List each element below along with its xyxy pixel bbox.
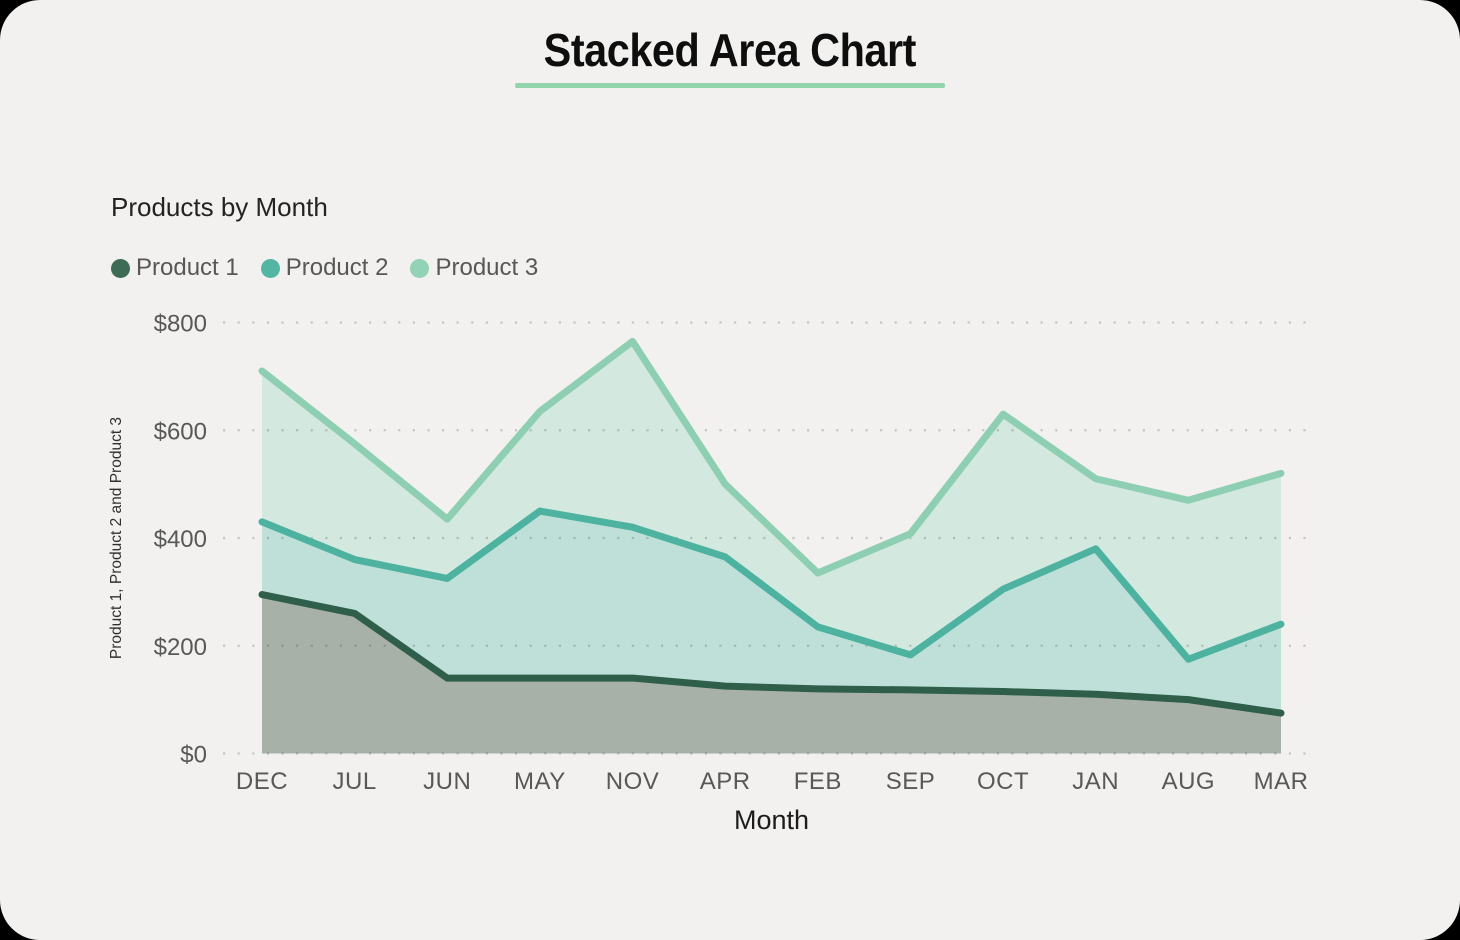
legend-dot-icon xyxy=(260,258,280,278)
y-tick-label: $800 xyxy=(154,311,207,338)
area-band-product-2 xyxy=(262,511,1281,714)
x-tick-label: JUL xyxy=(333,768,377,795)
legend-dot-icon xyxy=(410,258,430,278)
page-header: Stacked Area Chart xyxy=(0,22,1460,88)
legend-item-3: Product 3 xyxy=(410,254,538,282)
y-tick-label: $600 xyxy=(154,418,207,445)
y-tick-label: $0 xyxy=(180,742,207,769)
y-tick-label: $400 xyxy=(154,526,207,553)
x-tick-label: FEB xyxy=(794,768,842,795)
x-tick-label: AUG xyxy=(1162,768,1216,795)
x-tick-label: SEP xyxy=(886,768,936,795)
x-tick-label: JUN xyxy=(423,768,471,795)
series-line-product-3 xyxy=(258,337,1285,577)
x-tick-label: DEC xyxy=(236,768,288,795)
x-tick-label: OCT xyxy=(977,768,1029,795)
series-line-product-1 xyxy=(258,591,1285,717)
series-line-product-2 xyxy=(258,507,1285,663)
x-axis-title: Month xyxy=(734,805,809,835)
legend-label: Product 1 xyxy=(136,254,239,281)
x-tick-label: APR xyxy=(700,768,751,795)
area-band-product-1 xyxy=(262,594,1281,754)
y-axis-title: Product 1, Product 2 and Product 3 xyxy=(108,417,125,659)
legend-item-2: Product 2 xyxy=(260,254,389,282)
stacked-area-chart: $0 $200 $400 $600 $800 DEC JUL JUN MAY NOV APR FEB S… xyxy=(0,296,1460,866)
legend-label: Product 3 xyxy=(435,254,539,281)
legend-item-1: Product 1 xyxy=(111,254,239,282)
legend: Product 1 Product 2 Product 3 xyxy=(111,254,538,282)
title-underline xyxy=(515,82,945,88)
chart-canvas: $0 $200 $400 $600 $800 DEC JUL JUN MAY NOV APR FEB S… xyxy=(108,311,1318,835)
x-tick-label: MAR xyxy=(1254,768,1309,795)
legend-label: Product 2 xyxy=(285,254,389,281)
page-title: Stacked Area Chart xyxy=(543,24,917,76)
x-tick-label: MAY xyxy=(514,768,566,795)
x-tick-label: NOV xyxy=(606,768,660,795)
x-tick-label: JAN xyxy=(1072,768,1119,795)
legend-dot-icon xyxy=(111,258,130,278)
chart-heading: Products by Month xyxy=(111,192,328,222)
y-tick-label: $200 xyxy=(154,634,207,661)
